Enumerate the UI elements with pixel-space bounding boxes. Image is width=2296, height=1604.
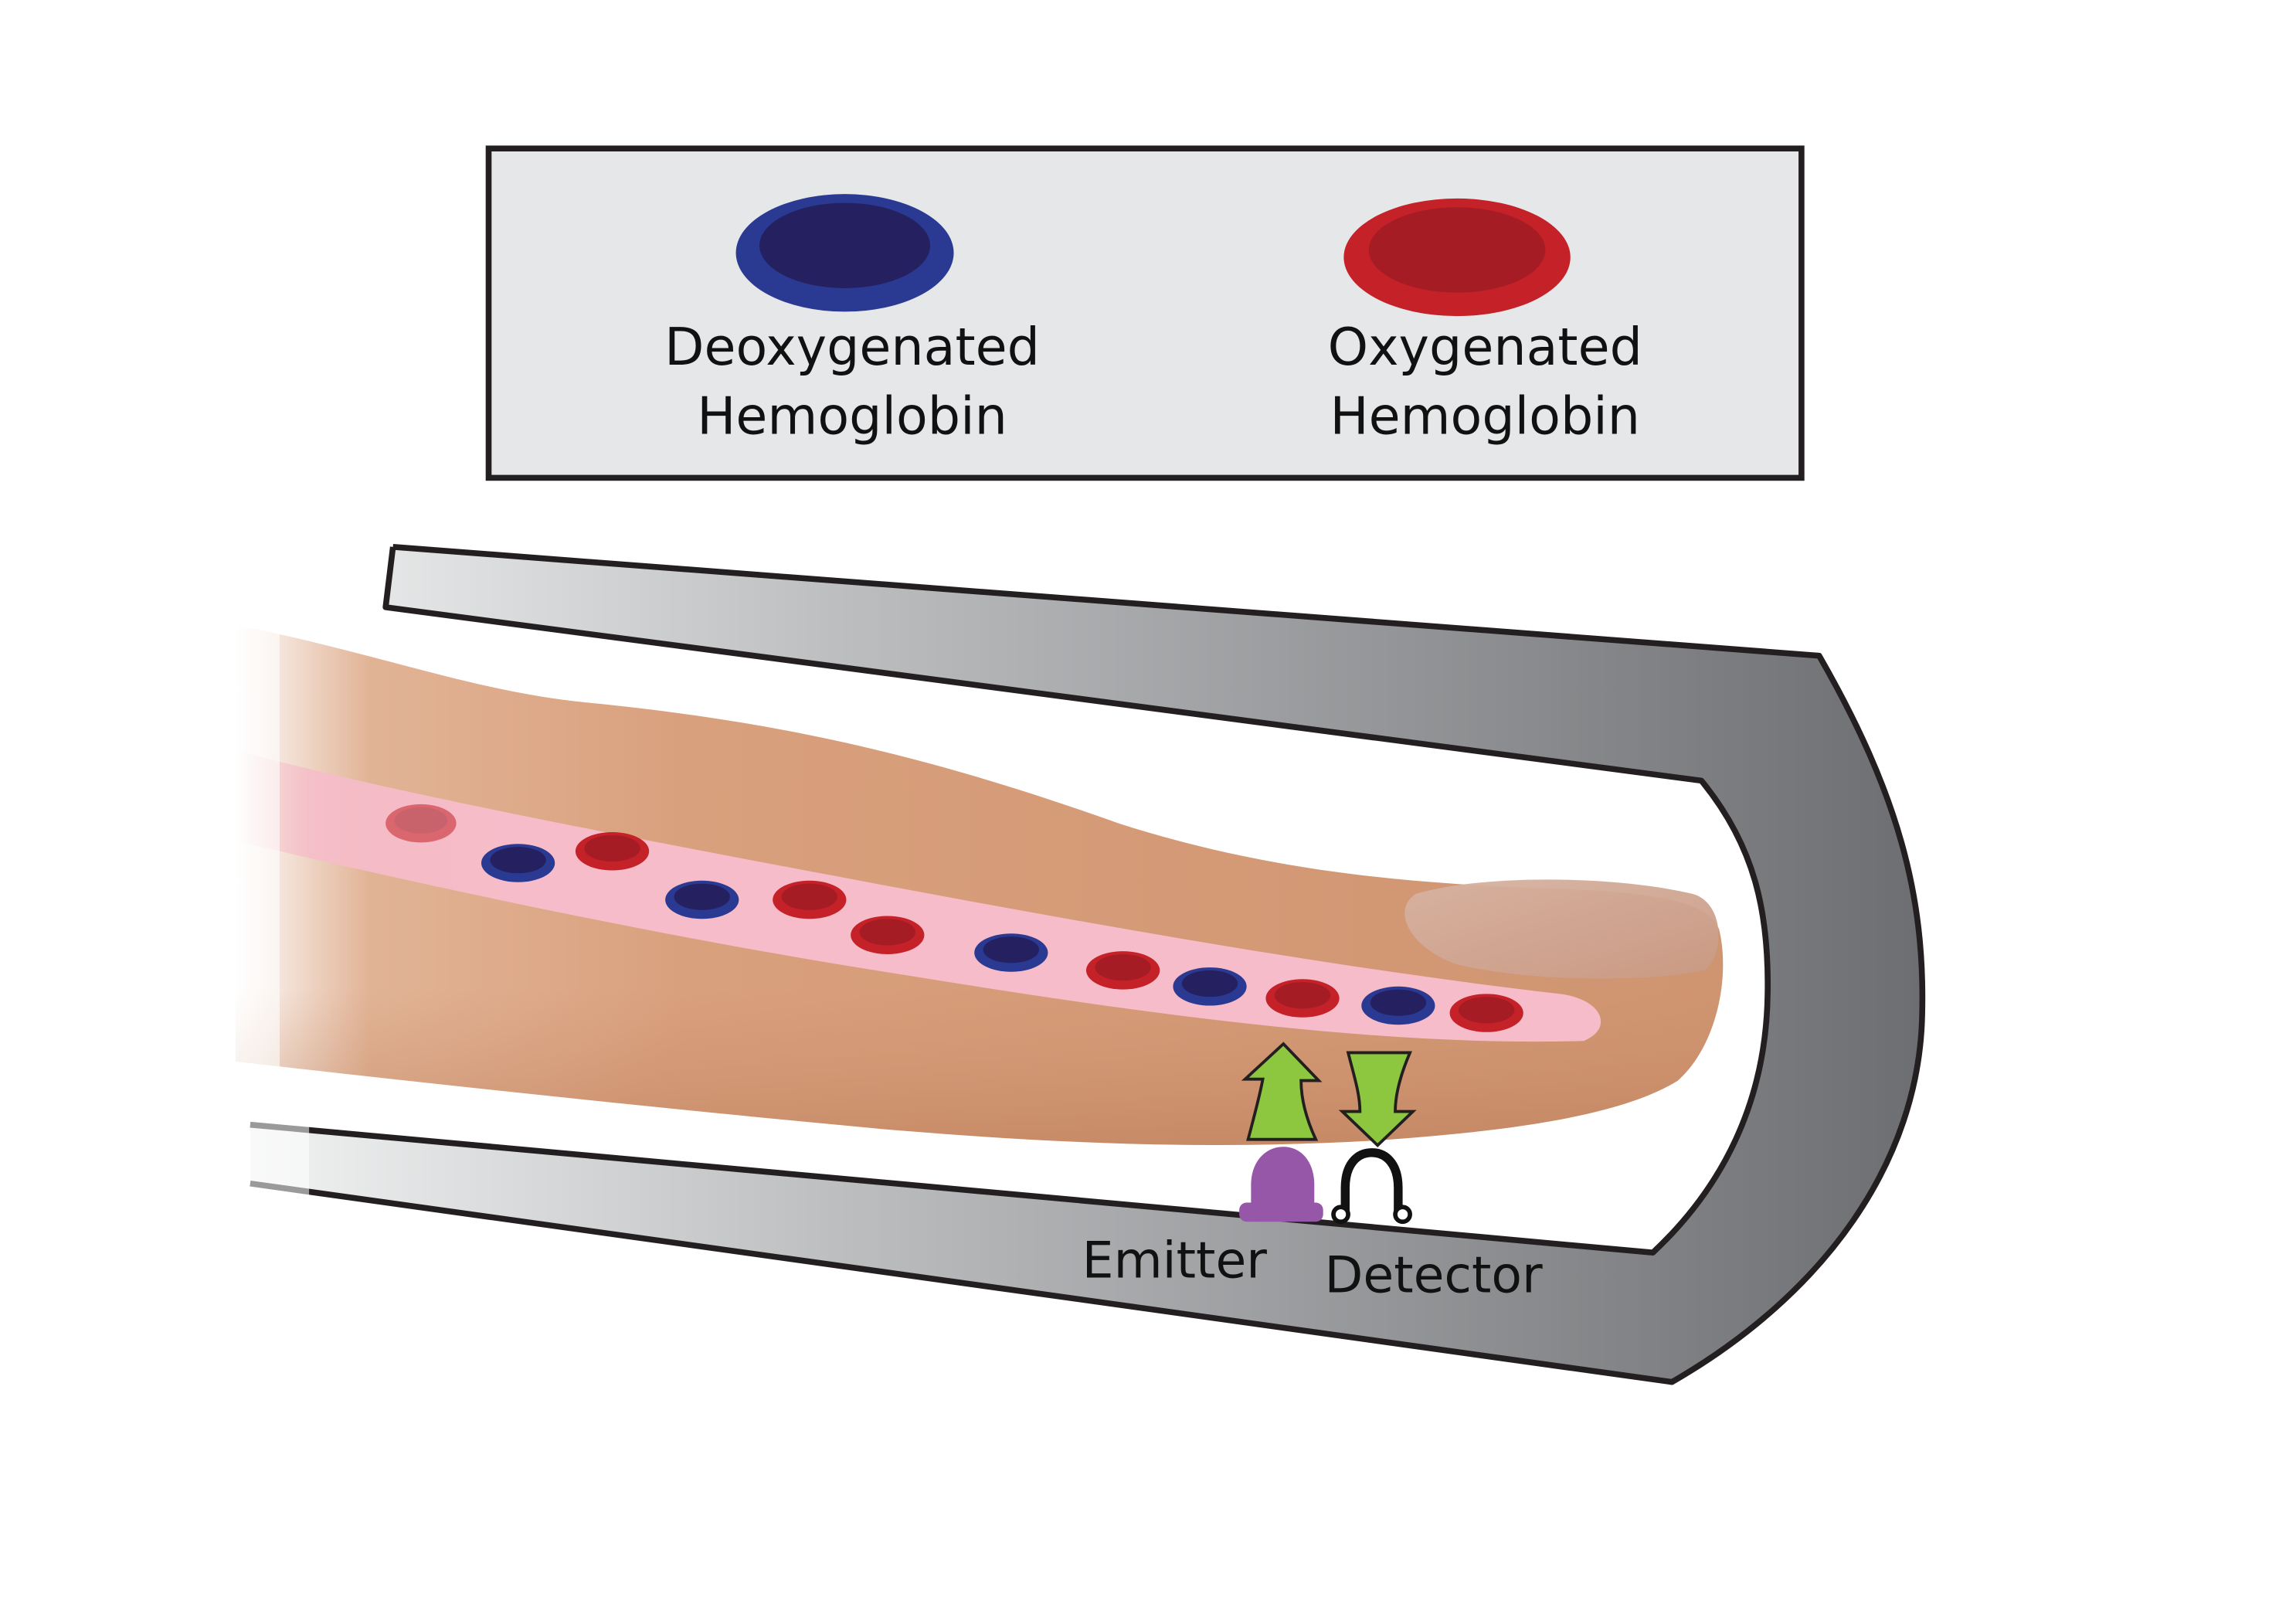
legend-item-oxygenated: Oxygenated Hemoglobin xyxy=(1328,198,1642,446)
blood-cell-oxygenated-faded xyxy=(385,804,457,843)
blood-cell-oxygenated xyxy=(1085,951,1160,990)
arrow-up-icon xyxy=(1241,1042,1323,1141)
finger-left-fade xyxy=(220,588,280,1089)
light-arrows xyxy=(1241,1042,1417,1147)
housing-left-fade xyxy=(220,1088,310,1221)
blood-cell-oxygenated xyxy=(851,916,925,954)
oximeter-housing xyxy=(220,544,1926,1385)
blood-cell-deoxygenated xyxy=(1361,986,1435,1025)
emitter-label: Emitter xyxy=(1082,1232,1268,1290)
deoxygenated-label-line1: Deoxygenated xyxy=(664,317,1040,377)
blood-cell-deoxygenated xyxy=(974,933,1048,972)
blood-cell-deoxygenated xyxy=(665,880,739,919)
oxygenated-cell-inner-icon xyxy=(1368,207,1546,293)
deoxygenated-label-line2: Hemoglobin xyxy=(697,386,1007,446)
housing-inner-outline xyxy=(250,546,1771,1256)
detector-sensor-icon xyxy=(1340,1148,1403,1221)
blood-cell-oxygenated xyxy=(575,832,650,871)
housing-upper-arm xyxy=(250,546,1923,1382)
deoxygenated-cell-inner-icon xyxy=(759,202,931,288)
blood-cell-deoxygenated xyxy=(481,844,555,882)
legend-box xyxy=(485,145,1805,481)
oxygenated-label-line2: Hemoglobin xyxy=(1330,386,1640,446)
blood-cell-oxygenated xyxy=(1265,979,1340,1018)
blood-vessel xyxy=(235,749,1601,1042)
housing-outline xyxy=(250,544,1926,1385)
detector-label: Detector xyxy=(1325,1247,1544,1305)
blood-cell-oxygenated xyxy=(773,880,847,919)
oxygenated-label-line1: Oxygenated xyxy=(1328,317,1642,377)
arrow-down-icon xyxy=(1338,1051,1417,1147)
detector xyxy=(1331,1148,1412,1225)
fingernail-icon xyxy=(1404,879,1719,979)
emitter xyxy=(1239,1147,1323,1222)
blood-cell-oxygenated xyxy=(1449,994,1523,1032)
legend: Deoxygenated Hemoglobin Oxygenated Hemog… xyxy=(485,145,1805,481)
emitter-base xyxy=(1239,1202,1323,1222)
finger xyxy=(220,588,1724,1145)
blood-cell-deoxygenated xyxy=(1173,967,1247,1006)
blood-cells xyxy=(385,804,1523,1032)
legend-item-deoxygenated: Deoxygenated Hemoglobin xyxy=(664,194,1040,446)
emitter-led-icon xyxy=(1251,1147,1315,1206)
